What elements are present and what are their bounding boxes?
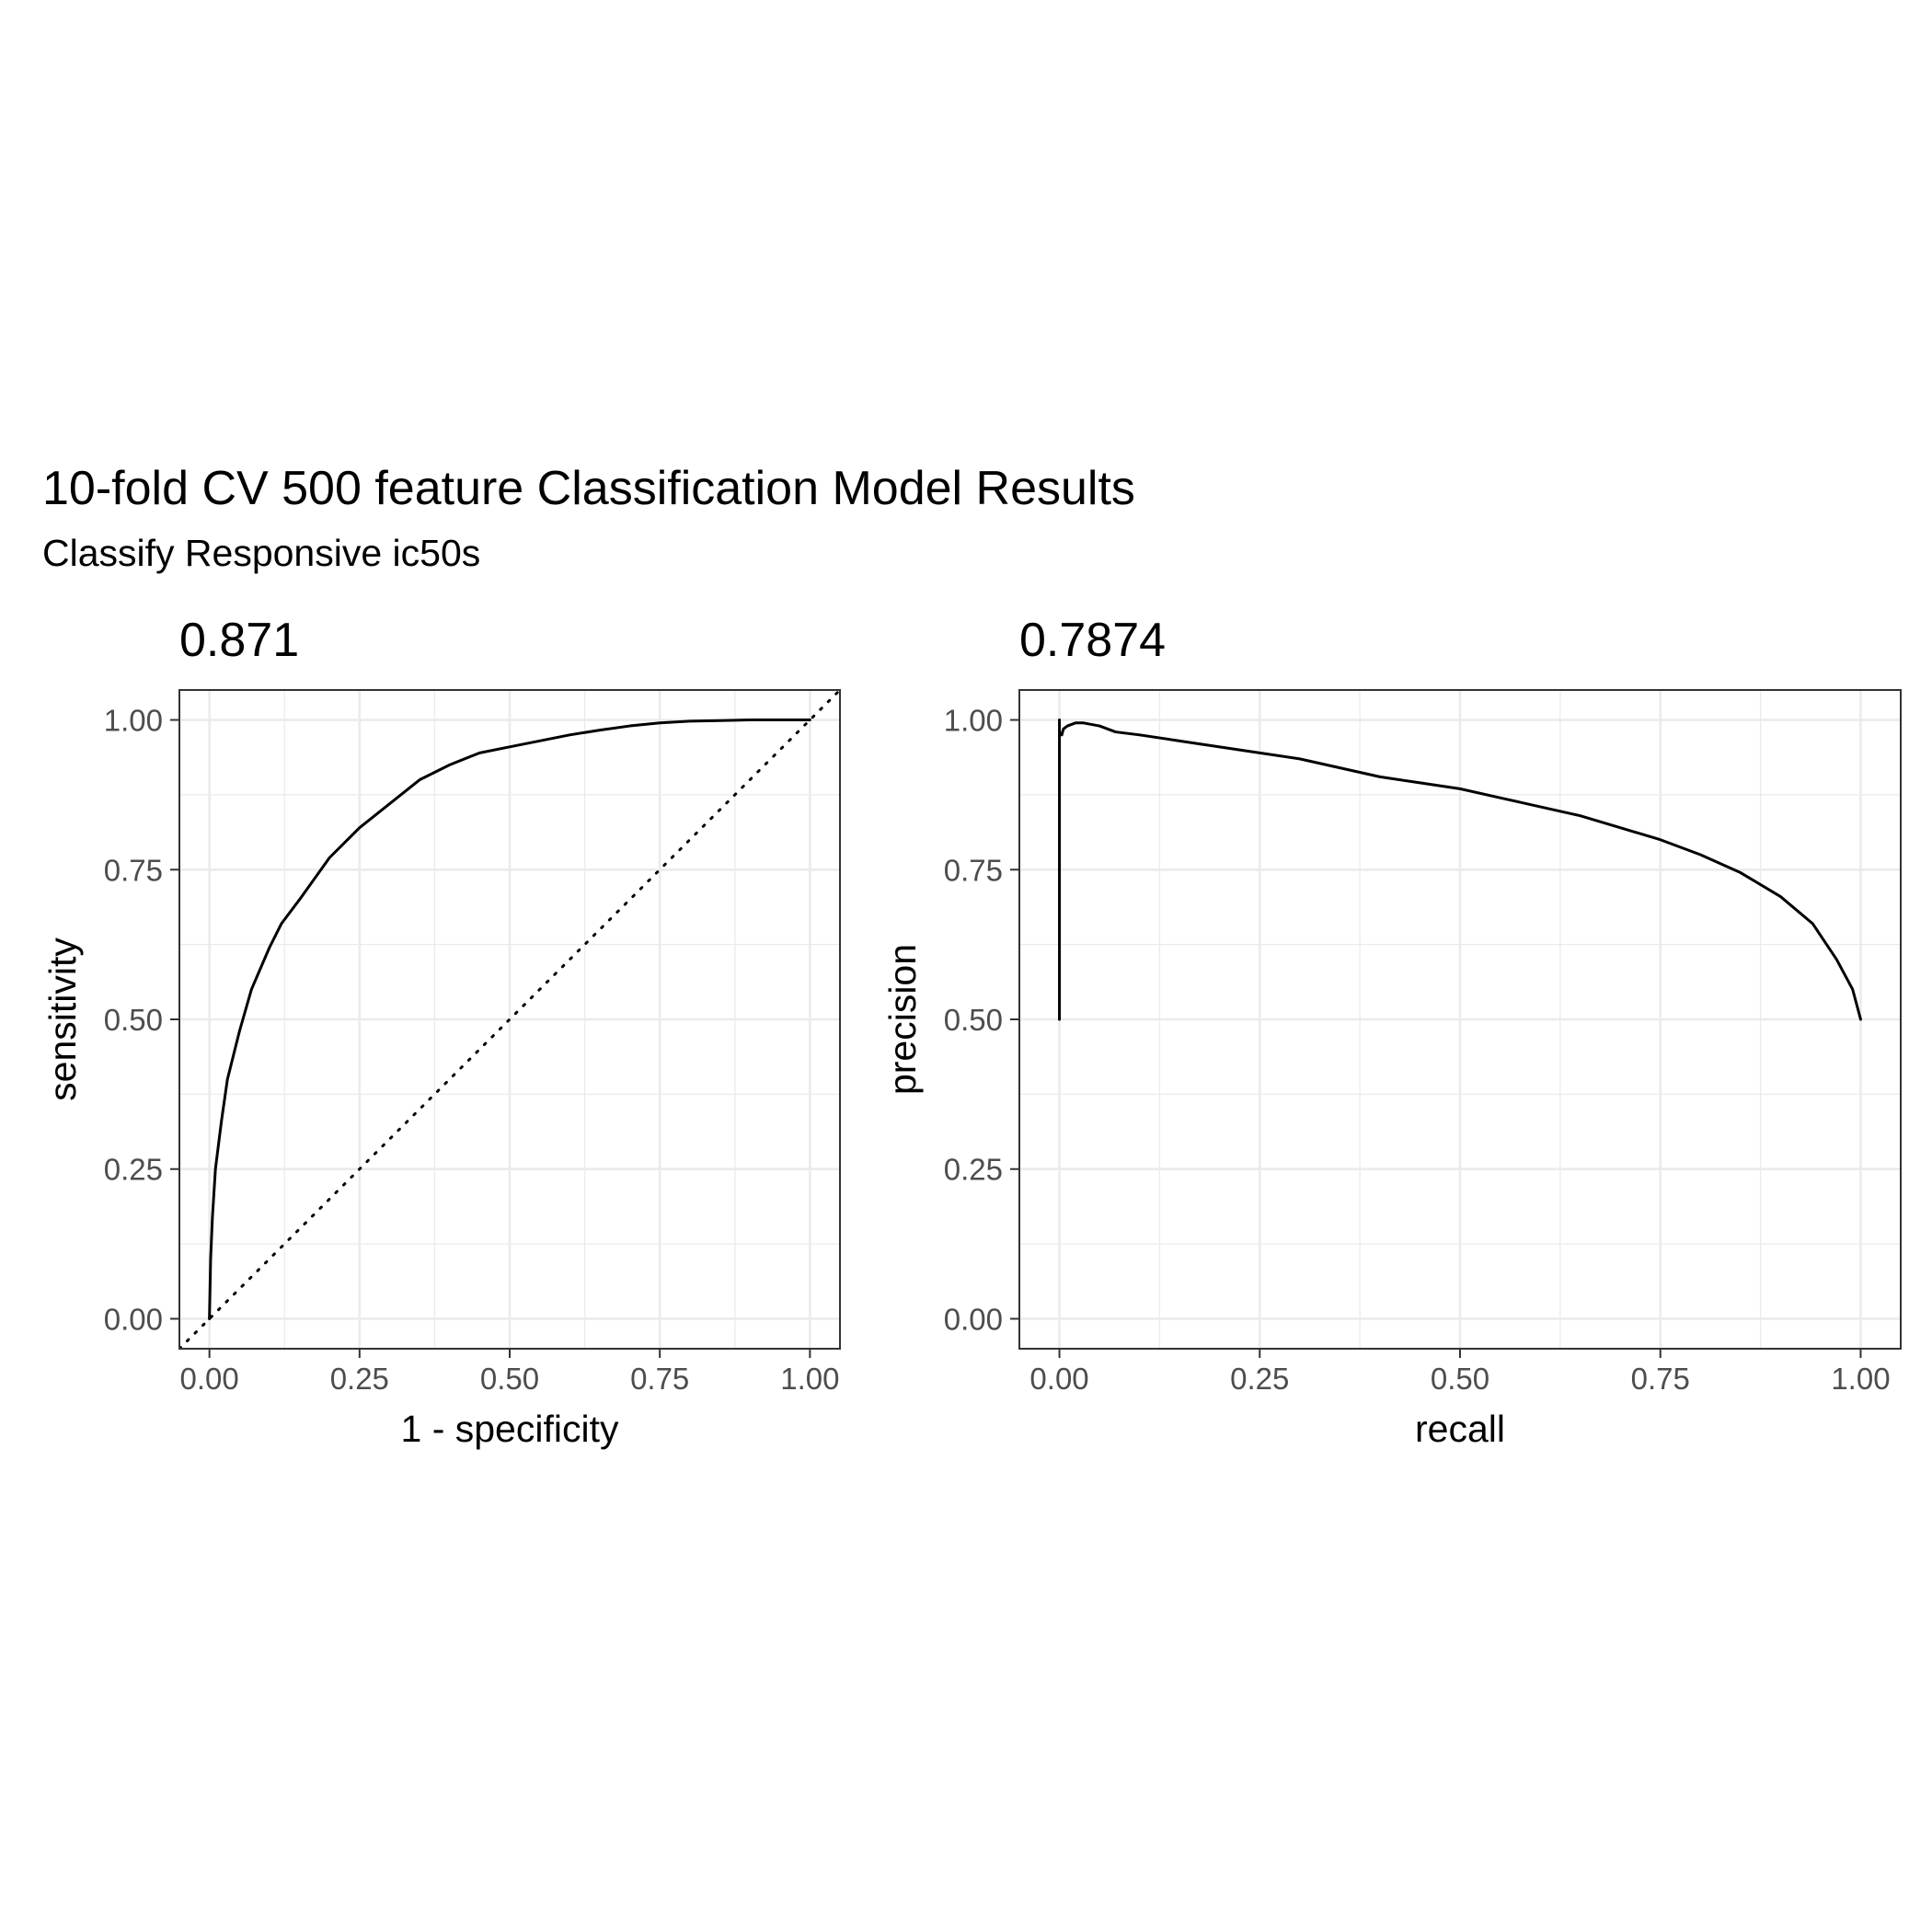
- x-tick-label: 0.50: [480, 1362, 539, 1396]
- y-tick-label: 0.50: [104, 1003, 163, 1037]
- figure-subtitle: Classify Responsive ic50s: [42, 532, 480, 574]
- y-axis-label: sensitivity: [41, 937, 84, 1101]
- y-tick-label: 1.00: [944, 704, 1003, 738]
- precision-recall-panel: 0.00 0.25 0.50 0.75 1.00 0.00 0.25 0.50 0.75 1.00…: [881, 614, 1901, 1450]
- x-tick-label: 1.00: [1831, 1362, 1890, 1396]
- x-tick-label: 0.00: [1029, 1362, 1088, 1396]
- panel-title: 0.871: [179, 614, 299, 667]
- x-tick-label: 0.75: [630, 1362, 689, 1396]
- x-tick-label: 0.50: [1431, 1362, 1489, 1396]
- y-axis-label: precision: [881, 944, 924, 1095]
- x-tick-label: 0.00: [180, 1362, 239, 1396]
- x-axis-label: recall: [1415, 1408, 1505, 1450]
- y-tick-label: 0.50: [944, 1003, 1003, 1037]
- figure-title: 10-fold CV 500 feature Classification Mo…: [42, 462, 1135, 515]
- y-tick-label: 0.00: [104, 1302, 163, 1336]
- y-tick-label: 0.25: [104, 1153, 163, 1187]
- y-tick-label: 0.75: [944, 853, 1003, 887]
- y-tick-label: 0.00: [944, 1302, 1003, 1336]
- panel-title: 0.7874: [1019, 614, 1166, 667]
- x-tick-label: 0.25: [1230, 1362, 1289, 1396]
- y-tick-label: 0.25: [944, 1153, 1003, 1187]
- x-tick-label: 0.25: [330, 1362, 389, 1396]
- x-tick-label: 0.75: [1631, 1362, 1690, 1396]
- x-axis-label: 1 - specificity: [401, 1408, 619, 1450]
- y-tick-label: 0.75: [104, 853, 163, 887]
- x-tick-label: 1.00: [780, 1362, 839, 1396]
- y-tick-label: 1.00: [104, 704, 163, 738]
